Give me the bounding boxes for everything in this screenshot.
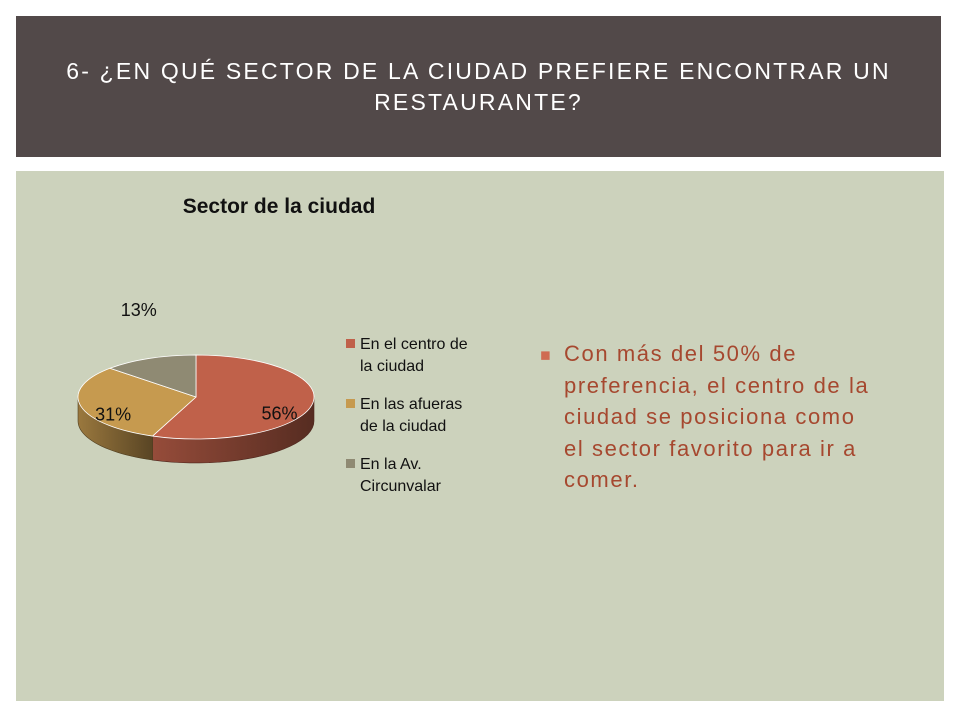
bullet-text: Con más del 50% de preferencia, el centr… — [564, 341, 870, 492]
legend-swatch-1 — [346, 339, 355, 348]
legend-label-1: En el centro de la ciudad — [360, 336, 468, 375]
pie-slice-1 — [151, 354, 315, 440]
chart-title: Sector de la ciudad — [183, 195, 376, 218]
pie-slice-2 — [77, 367, 197, 437]
slide-title: 6- ¿En qué sector de la ciudad prefiere … — [66, 57, 891, 115]
data-label-2: 31% — [95, 405, 131, 425]
legend-label-3: En la Av. Circunvalar — [360, 456, 442, 495]
legend-swatch-3 — [346, 459, 355, 468]
legend-label-2: En las afueras de la ciudad — [360, 396, 462, 435]
pie-slice-3 — [108, 354, 197, 398]
pie-chart: Sector de la ciudad 56% 31% 13% En el cent… — [77, 195, 468, 495]
data-label-1: 56% — [261, 403, 297, 423]
bullet-point: ◼ Con más del 50% de preferencia, el cen… — [540, 338, 880, 496]
legend-swatch-2 — [346, 399, 355, 408]
legend: En el centro de la ciudad En las afueras de… — [346, 336, 468, 495]
header-bar: 6- ¿En qué sector de la ciudad prefiere … — [16, 16, 941, 157]
data-label-3: 13% — [121, 300, 157, 320]
pie-group: 56% 31% 13% — [77, 300, 315, 464]
square-bullet-icon: ◼ — [540, 347, 551, 362]
